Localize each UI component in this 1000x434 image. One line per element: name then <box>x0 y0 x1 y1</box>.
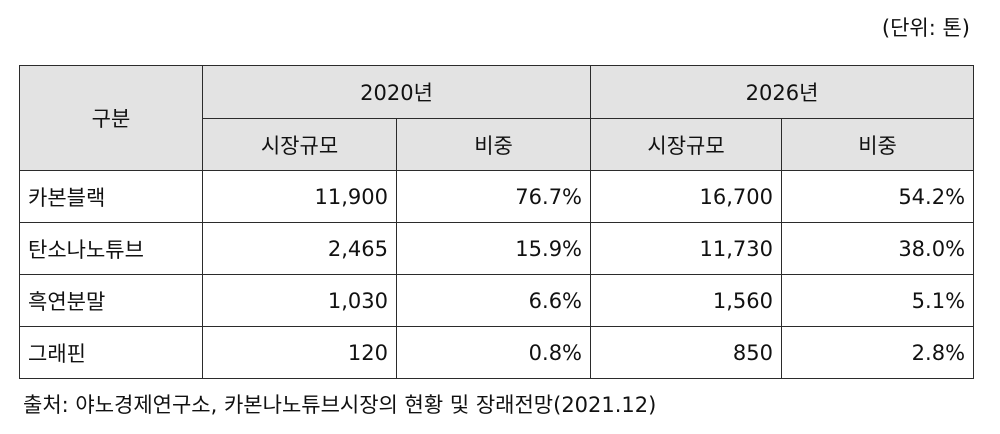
market-size-2026: 1,560 <box>590 274 783 327</box>
table-row: 흑연분말 1,030 6.6% 1,560 5.1% <box>19 274 975 327</box>
row-label: 흑연분말 <box>19 274 203 327</box>
share-header-2020: 비중 <box>395 118 592 171</box>
year-header-2026: 2026년 <box>590 65 975 119</box>
share-header-2026: 비중 <box>781 118 975 171</box>
market-size-header-2026: 시장규모 <box>590 118 783 171</box>
market-size-2020: 11,900 <box>202 170 397 223</box>
year-header-row: 구분 2020년 2026년 <box>19 65 975 171</box>
source-note: 출처: 야노경제연구소, 카본나노튜브시장의 현황 및 장래전망(2021.12… <box>23 393 657 417</box>
unit-note: (단위: 톤) <box>881 16 970 40</box>
category-header: 구분 <box>19 65 203 171</box>
share-2020: 6.6% <box>395 274 592 327</box>
row-label: 탄소나노튜브 <box>19 222 203 275</box>
market-size-2020: 2,465 <box>202 222 397 275</box>
row-label: 카본블랙 <box>19 170 203 223</box>
market-size-header-2020: 시장규모 <box>202 118 397 171</box>
sub-header-row: 시장규모 비중 시장규모 비중 <box>20 118 975 171</box>
market-size-2026: 850 <box>590 326 783 379</box>
market-size-2026: 16,700 <box>590 170 783 223</box>
share-2020: 76.7% <box>395 170 592 223</box>
share-2020: 0.8% <box>395 326 592 379</box>
share-2026: 2.8% <box>781 326 975 379</box>
market-size-table: 구분 2020년 2026년 시장규모 비중 시장규모 비중 카본블랙 11,9… <box>19 65 975 379</box>
market-size-2020: 120 <box>202 326 397 379</box>
market-size-2026: 11,730 <box>590 222 783 275</box>
share-2026: 5.1% <box>781 274 975 327</box>
market-size-2020: 1,030 <box>202 274 397 327</box>
table-row: 카본블랙 11,900 76.7% 16,700 54.2% <box>19 170 975 223</box>
table-row: 탄소나노튜브 2,465 15.9% 11,730 38.0% <box>19 222 975 275</box>
share-2020: 15.9% <box>395 222 592 275</box>
row-label: 그래핀 <box>19 326 203 379</box>
year-header-2020: 2020년 <box>201 65 592 119</box>
share-2026: 54.2% <box>781 170 975 223</box>
share-2026: 38.0% <box>781 222 975 275</box>
table-row: 그래핀 120 0.8% 850 2.8% <box>19 326 975 379</box>
